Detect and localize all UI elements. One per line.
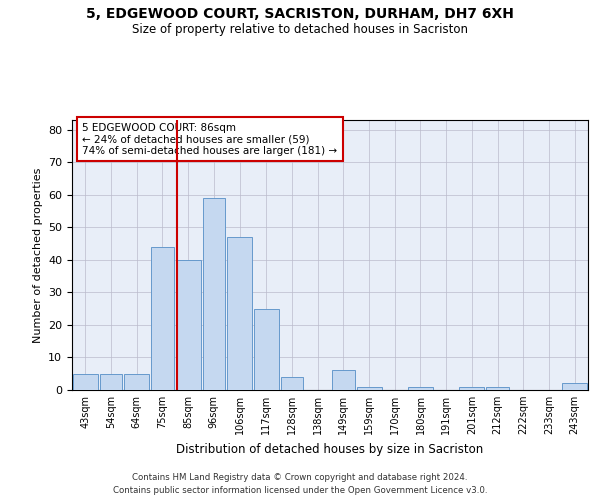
Bar xyxy=(151,247,174,390)
Bar xyxy=(203,198,225,390)
Bar xyxy=(100,374,122,390)
Bar xyxy=(408,386,433,390)
Text: 5, EDGEWOOD COURT, SACRISTON, DURHAM, DH7 6XH: 5, EDGEWOOD COURT, SACRISTON, DURHAM, DH… xyxy=(86,8,514,22)
Bar xyxy=(73,374,98,390)
Bar xyxy=(562,384,587,390)
Text: Contains HM Land Registry data © Crown copyright and database right 2024.: Contains HM Land Registry data © Crown c… xyxy=(132,472,468,482)
Bar xyxy=(227,237,252,390)
Text: Size of property relative to detached houses in Sacriston: Size of property relative to detached ho… xyxy=(132,22,468,36)
Bar xyxy=(176,260,200,390)
Text: Contains public sector information licensed under the Open Government Licence v3: Contains public sector information licen… xyxy=(113,486,487,495)
Bar xyxy=(356,386,382,390)
Y-axis label: Number of detached properties: Number of detached properties xyxy=(32,168,43,342)
Bar xyxy=(460,386,484,390)
Bar xyxy=(486,386,509,390)
Bar xyxy=(124,374,149,390)
Bar xyxy=(281,377,304,390)
Bar xyxy=(332,370,355,390)
Bar xyxy=(254,308,279,390)
Text: Distribution of detached houses by size in Sacriston: Distribution of detached houses by size … xyxy=(176,442,484,456)
Text: 5 EDGEWOOD COURT: 86sqm
← 24% of detached houses are smaller (59)
74% of semi-de: 5 EDGEWOOD COURT: 86sqm ← 24% of detache… xyxy=(82,122,337,156)
